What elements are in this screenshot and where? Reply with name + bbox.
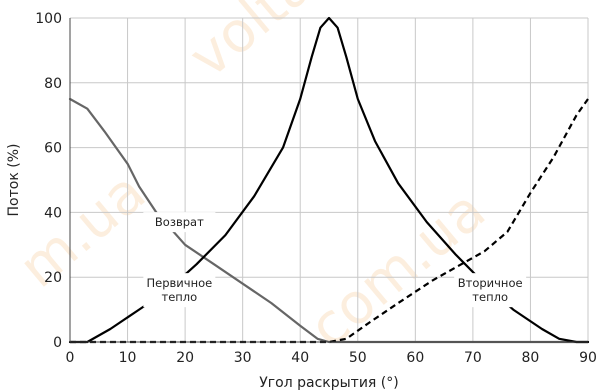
svg-text:com.ua: com.ua (297, 178, 498, 361)
x-tick-label: 50 (349, 350, 367, 366)
annotation-label: Вторичное (458, 276, 523, 290)
y-tick-label: 40 (44, 205, 62, 221)
x-tick-label: 10 (119, 350, 137, 366)
x-tick-label: 0 (66, 350, 75, 366)
y-tick-label: 100 (35, 11, 62, 27)
series-line-3 (70, 98, 589, 344)
svg-text:volta: volta (177, 0, 325, 91)
y-tick-label: 80 (44, 76, 62, 92)
x-tick-label: 80 (522, 350, 540, 366)
x-tick-label: 20 (176, 350, 194, 366)
axes: 0 10 20 30 40 50 60 70 80 90 0 20 40 60 80 100 (35, 11, 597, 366)
x-tick-label: 90 (579, 350, 597, 366)
y-axis-title: Поток (%) (6, 144, 22, 217)
x-tick-label: 40 (291, 350, 309, 366)
y-tick-label: 0 (53, 335, 62, 351)
y-tick-label: 20 (44, 270, 62, 286)
y-tick-label: 60 (44, 141, 62, 157)
annotation-label: тепло (162, 290, 198, 304)
annotation-background (143, 212, 216, 233)
annotation-label: Первичное (147, 276, 213, 290)
x-axis-title: Угол раскрытия (°) (259, 375, 398, 391)
annotation-label: тепло (472, 290, 508, 304)
series-line-1 (68, 97, 590, 344)
watermark: volta m.ua com.ua (7, 0, 498, 361)
annotation-background (454, 273, 527, 308)
annotation-background (143, 273, 216, 308)
x-tick-label: 30 (234, 350, 252, 366)
x-tick-label: 60 (406, 350, 424, 366)
x-tick-label: 70 (464, 350, 482, 366)
annotation-label: Возврат (155, 215, 204, 229)
